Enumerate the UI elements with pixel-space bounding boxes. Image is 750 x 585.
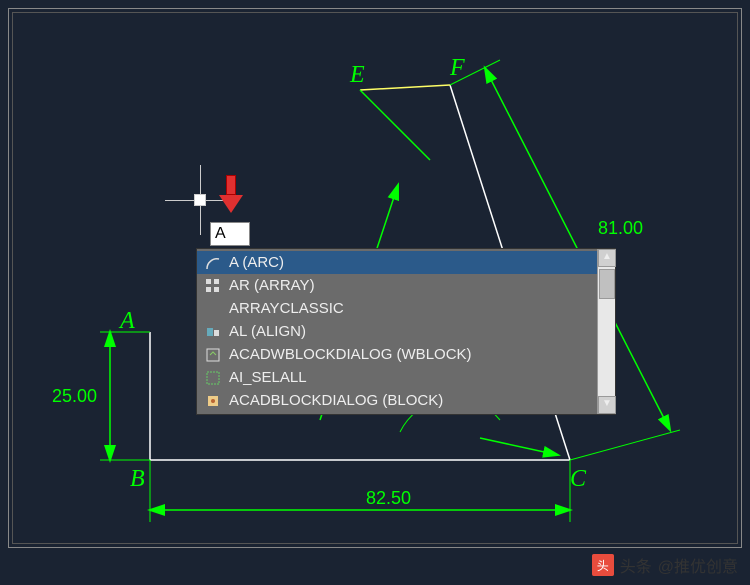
autocomplete-label: ACADBLOCKDIALOG (BLOCK)	[229, 392, 443, 409]
array-icon	[205, 278, 221, 294]
autocomplete-item-wblock[interactable]: ACADWBLOCKDIALOG (WBLOCK)	[197, 343, 597, 366]
scroll-thumb[interactable]	[599, 269, 615, 299]
autocomplete-label: ARRAYCLASSIC	[229, 300, 344, 317]
scroll-up-icon[interactable]: ▲	[598, 249, 616, 267]
edge-E-leader	[360, 90, 430, 160]
point-label-B: B	[130, 466, 145, 493]
autocomplete-item-selall[interactable]: AI_SELALL	[197, 366, 597, 389]
autocomplete-item-arc[interactable]: A (ARC)	[197, 251, 597, 274]
cad-canvas[interactable]: A B C E F 25.00 82.50 81.00 71.00 推优创意 A…	[0, 0, 750, 585]
attribution-prefix: 头条	[620, 553, 652, 577]
point-label-E: E	[350, 62, 365, 89]
autocomplete-item-align[interactable]: AL (ALIGN)	[197, 320, 597, 343]
point-label-C: C	[570, 466, 586, 493]
autocomplete-list: A (ARC) AR (ARRAY) ARRAYCLASSIC	[197, 249, 597, 414]
edge-EF	[360, 85, 450, 90]
autocomplete-item-block[interactable]: ACADBLOCKDIALOG (BLOCK)	[197, 389, 597, 412]
autocomplete-label: AI_SELALL	[229, 369, 307, 386]
autocomplete-item-arrayclassic[interactable]: ARRAYCLASSIC	[197, 297, 597, 320]
scroll-down-icon[interactable]: ▼	[598, 396, 616, 414]
command-input[interactable]	[210, 222, 250, 246]
command-autocomplete[interactable]: A (ARC) AR (ARRAY) ARRAYCLASSIC	[196, 248, 616, 415]
dim-text-AB: 25.00	[52, 386, 97, 407]
autocomplete-label: AL (ALIGN)	[229, 323, 306, 340]
blank-icon	[205, 301, 221, 317]
toutiao-logo-icon: 头	[592, 554, 614, 576]
dim-text-FC: 81.00	[598, 218, 643, 239]
autocomplete-label: ACADWBLOCKDIALOG (WBLOCK)	[229, 346, 472, 363]
attribution-handle: @推优创意	[658, 553, 738, 577]
leader-C	[480, 438, 558, 455]
block-icon	[205, 393, 221, 409]
point-label-A: A	[120, 308, 135, 335]
dim-text-BC: 82.50	[360, 488, 417, 509]
autocomplete-label: AR (ARRAY)	[229, 277, 315, 294]
autocomplete-item-array[interactable]: AR (ARRAY)	[197, 274, 597, 297]
selall-icon	[205, 370, 221, 386]
align-icon	[205, 324, 221, 340]
autocomplete-scrollbar[interactable]: ▲ ▼	[597, 249, 615, 414]
autocomplete-label: A (ARC)	[229, 254, 284, 271]
arc-icon	[205, 255, 221, 271]
point-label-F: F	[450, 55, 465, 82]
attribution: 头 头条 @推优创意	[592, 553, 738, 577]
wblock-icon	[205, 347, 221, 363]
